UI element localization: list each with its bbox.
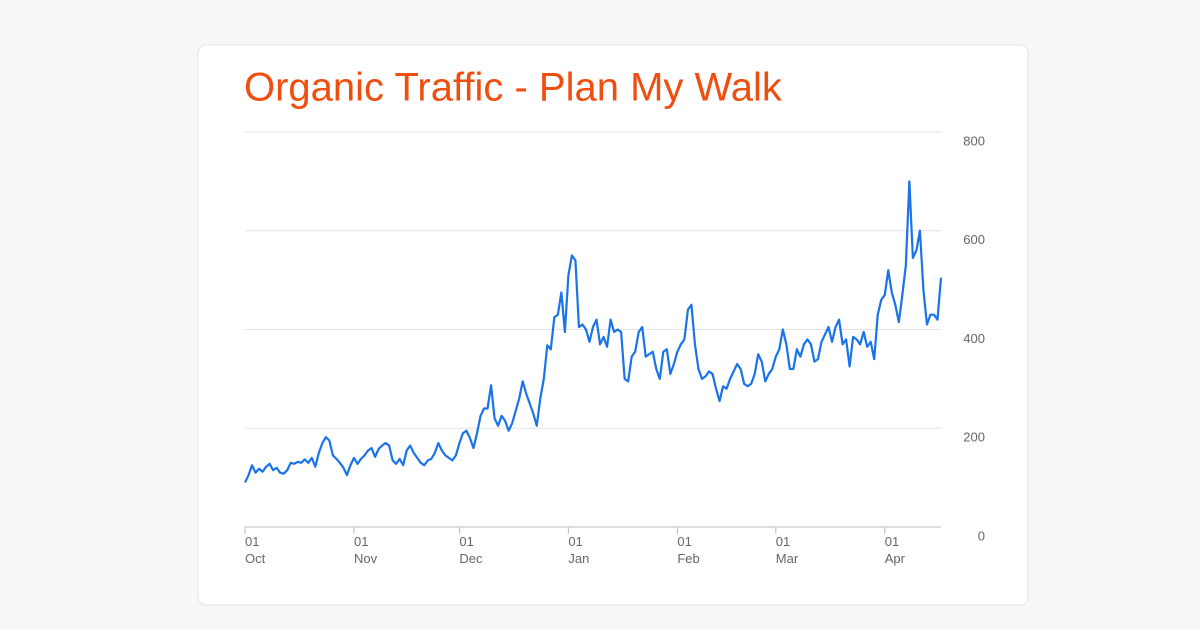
y-tick-label: 400: [963, 331, 985, 346]
y-tick-label: 600: [963, 232, 985, 247]
x-tick-label: 01 Apr: [884, 534, 905, 566]
x-tick-label: 01 Mar: [775, 534, 799, 566]
x-tick-label: 01 Nov: [353, 534, 378, 566]
y-tick-label: 0: [978, 528, 985, 543]
y-tick-label: 800: [963, 133, 985, 148]
x-tick-label: 01 Feb: [677, 534, 700, 566]
x-tick-label: 01 Oct: [245, 534, 266, 566]
x-tick-label: 01 Jan: [568, 534, 590, 566]
traffic-line: [244, 180, 943, 484]
x-tick-label: 01 Dec: [459, 534, 483, 566]
y-tick-label: 200: [963, 430, 985, 445]
chart-title: Organic Traffic - Plan My Walk: [244, 66, 783, 110]
